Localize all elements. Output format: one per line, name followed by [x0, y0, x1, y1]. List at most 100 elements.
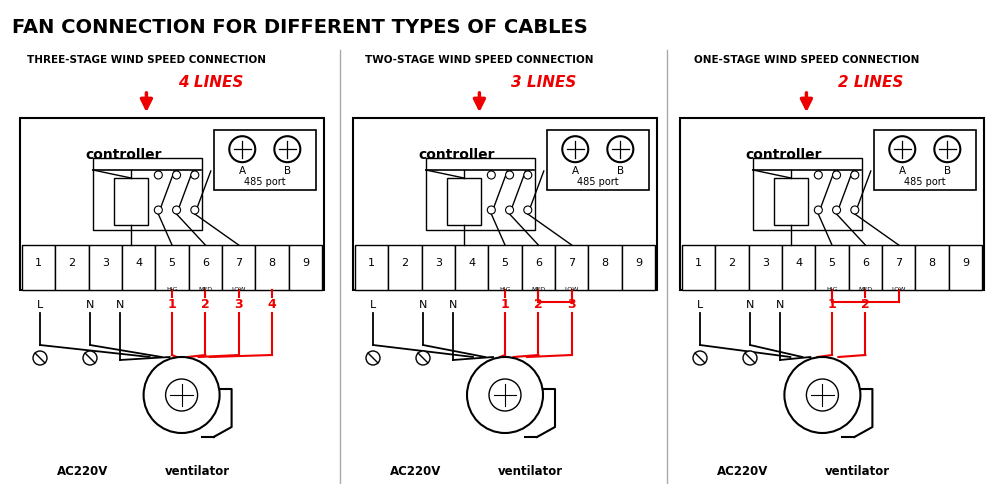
Text: 3: 3	[567, 299, 576, 312]
FancyBboxPatch shape	[488, 245, 522, 290]
Text: B: B	[284, 166, 291, 176]
Text: ONE-STAGE WIND SPEED CONNECTION: ONE-STAGE WIND SPEED CONNECTION	[694, 55, 919, 65]
Circle shape	[506, 206, 514, 214]
Text: 485 port: 485 port	[904, 177, 946, 187]
Text: AC220V: AC220V	[717, 465, 768, 478]
Text: THREE-STAGE WIND SPEED CONNECTION: THREE-STAGE WIND SPEED CONNECTION	[27, 55, 266, 65]
Text: B: B	[617, 166, 624, 176]
Circle shape	[833, 206, 841, 214]
Text: 8: 8	[601, 258, 609, 268]
Text: N: N	[419, 300, 427, 310]
Text: controller: controller	[419, 148, 495, 162]
Circle shape	[144, 357, 220, 433]
Circle shape	[693, 351, 707, 365]
Text: 1: 1	[35, 258, 42, 268]
Circle shape	[416, 351, 430, 365]
Text: MED: MED	[198, 287, 212, 292]
Text: MED: MED	[531, 287, 545, 292]
Circle shape	[489, 379, 521, 411]
Circle shape	[166, 379, 198, 411]
FancyBboxPatch shape	[89, 245, 122, 290]
FancyBboxPatch shape	[715, 245, 749, 290]
Text: 9: 9	[635, 258, 642, 268]
Circle shape	[814, 171, 822, 179]
FancyBboxPatch shape	[355, 245, 388, 290]
FancyBboxPatch shape	[774, 178, 808, 225]
Text: 8: 8	[268, 258, 276, 268]
Text: N: N	[776, 300, 784, 310]
FancyBboxPatch shape	[949, 245, 982, 290]
FancyBboxPatch shape	[55, 245, 89, 290]
Circle shape	[366, 351, 380, 365]
Circle shape	[191, 171, 199, 179]
FancyBboxPatch shape	[547, 130, 649, 190]
Circle shape	[934, 136, 960, 162]
Circle shape	[607, 136, 633, 162]
FancyBboxPatch shape	[782, 245, 815, 290]
Circle shape	[83, 351, 97, 365]
Circle shape	[487, 206, 495, 214]
Circle shape	[851, 206, 859, 214]
FancyBboxPatch shape	[93, 158, 202, 230]
FancyBboxPatch shape	[189, 245, 222, 290]
FancyBboxPatch shape	[20, 118, 324, 290]
Text: B: B	[944, 166, 951, 176]
Text: TWO-STAGE WIND SPEED CONNECTION: TWO-STAGE WIND SPEED CONNECTION	[365, 55, 594, 65]
Text: MED: MED	[858, 287, 872, 292]
Text: 5: 5	[502, 258, 509, 268]
FancyBboxPatch shape	[255, 245, 289, 290]
FancyBboxPatch shape	[588, 245, 622, 290]
Circle shape	[814, 206, 822, 214]
Text: 6: 6	[535, 258, 542, 268]
Circle shape	[173, 171, 181, 179]
Text: 1: 1	[168, 299, 176, 312]
Text: controller: controller	[746, 148, 822, 162]
Text: 6: 6	[202, 258, 209, 268]
FancyBboxPatch shape	[680, 118, 984, 290]
Text: 4: 4	[795, 258, 802, 268]
Text: 4: 4	[268, 299, 276, 312]
Text: 7: 7	[895, 258, 902, 268]
FancyBboxPatch shape	[22, 245, 55, 290]
Text: N: N	[449, 300, 457, 310]
Text: 3: 3	[234, 299, 243, 312]
Circle shape	[833, 171, 841, 179]
FancyBboxPatch shape	[289, 245, 322, 290]
Text: A: A	[239, 166, 246, 176]
FancyBboxPatch shape	[353, 118, 657, 290]
FancyBboxPatch shape	[682, 245, 715, 290]
Circle shape	[562, 136, 588, 162]
Text: 3: 3	[435, 258, 442, 268]
FancyBboxPatch shape	[522, 245, 555, 290]
Text: L: L	[697, 300, 703, 310]
Text: HIG: HIG	[166, 287, 178, 292]
Circle shape	[33, 351, 47, 365]
Text: 9: 9	[962, 258, 969, 268]
Text: N: N	[116, 300, 124, 310]
Text: 7: 7	[568, 258, 575, 268]
FancyBboxPatch shape	[749, 245, 782, 290]
FancyBboxPatch shape	[122, 245, 155, 290]
FancyBboxPatch shape	[555, 245, 588, 290]
Text: 4: 4	[468, 258, 475, 268]
Text: A: A	[899, 166, 906, 176]
Text: ventilator: ventilator	[165, 465, 230, 478]
Text: AC220V: AC220V	[57, 465, 108, 478]
Circle shape	[467, 357, 543, 433]
Text: N: N	[746, 300, 754, 310]
Text: 4: 4	[135, 258, 142, 268]
Text: LOW: LOW	[891, 287, 906, 292]
Text: 1: 1	[501, 299, 509, 312]
Text: N: N	[86, 300, 94, 310]
Text: L: L	[370, 300, 376, 310]
FancyBboxPatch shape	[815, 245, 849, 290]
FancyBboxPatch shape	[622, 245, 655, 290]
Circle shape	[806, 379, 838, 411]
Text: 9: 9	[302, 258, 309, 268]
Text: 5: 5	[828, 258, 836, 268]
Text: 6: 6	[862, 258, 869, 268]
FancyBboxPatch shape	[849, 245, 882, 290]
Circle shape	[524, 206, 532, 214]
Text: 3: 3	[762, 258, 769, 268]
Text: A: A	[572, 166, 579, 176]
